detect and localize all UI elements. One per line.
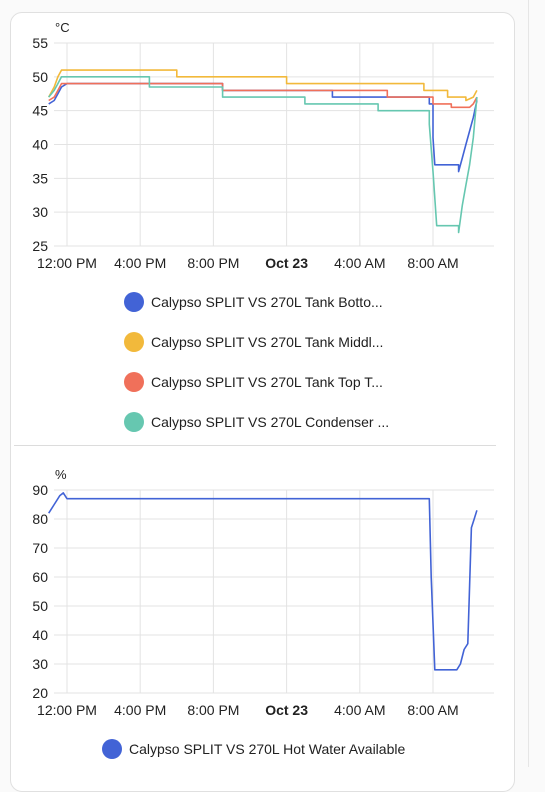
- y-tick-label: 25: [32, 238, 48, 254]
- legend-label: Calypso SPLIT VS 270L Hot Water Availabl…: [129, 741, 406, 757]
- chart-0: 25 30 35 40 45 50 55 12:00 PM 4:00 PM 8:00 PM Oct …: [32, 20, 494, 271]
- x-tick-label: 4:00 PM: [114, 702, 166, 718]
- chart-1: 20 30 40 50 60 70 80 90 12:00 PM 4:00 PM 8:00 PM Oc…: [32, 467, 494, 718]
- y-tick-label: 40: [32, 627, 48, 643]
- legend-dot-icon: [124, 332, 144, 352]
- y-tick-label: 70: [32, 540, 48, 556]
- legend-item[interactable]: Calypso SPLIT VS 270L Tank Top T...: [124, 370, 383, 394]
- legend-label: Calypso SPLIT VS 270L Condenser ...: [151, 414, 390, 430]
- legend-dot-icon: [102, 739, 122, 759]
- x-tick-label: Oct 23: [265, 255, 308, 271]
- x-tick-label: 4:00 PM: [114, 255, 166, 271]
- x-tick-label: Oct 23: [265, 702, 308, 718]
- y-tick-label: 35: [32, 170, 48, 186]
- series-line-1: [47, 69, 478, 102]
- legend-label: Calypso SPLIT VS 270L Tank Middl...: [151, 334, 384, 350]
- series-line-2: [48, 82, 478, 109]
- x-tick-label: 4:00 AM: [334, 702, 385, 718]
- series-line-0: [48, 82, 478, 173]
- history-charts: 25 30 35 40 45 50 55 12:00 PM 4:00 PM 8:00 PM Oct …: [32, 20, 494, 718]
- y-tick-label: 45: [32, 103, 48, 119]
- y-unit-label: %: [55, 467, 67, 482]
- y-tick-label: 50: [32, 69, 48, 85]
- y-tick-label: 50: [32, 598, 48, 614]
- legend-item[interactable]: Calypso SPLIT VS 270L Tank Middl...: [124, 330, 383, 354]
- x-tick-label: 4:00 AM: [334, 255, 385, 271]
- y-tick-label: 20: [32, 685, 48, 701]
- legend-label: Calypso SPLIT VS 270L Tank Botto...: [151, 294, 383, 310]
- y-tick-label: 90: [32, 482, 48, 498]
- legend-item[interactable]: Calypso SPLIT VS 270L Hot Water Availabl…: [102, 737, 405, 761]
- series-line-0: [48, 492, 478, 671]
- x-tick-label: 8:00 PM: [187, 255, 239, 271]
- legend-label: Calypso SPLIT VS 270L Tank Top T...: [151, 374, 383, 390]
- legend-item[interactable]: Calypso SPLIT VS 270L Tank Botto...: [124, 290, 383, 314]
- y-tick-label: 60: [32, 569, 48, 585]
- scrollbar-track[interactable]: [528, 0, 545, 767]
- y-tick-label: 40: [32, 137, 48, 153]
- legend-item[interactable]: Calypso SPLIT VS 270L Condenser ...: [124, 410, 389, 434]
- x-tick-label: 12:00 PM: [37, 702, 97, 718]
- x-tick-label: 8:00 AM: [407, 255, 458, 271]
- y-unit-label: °C: [55, 20, 70, 35]
- series-line-3: [48, 76, 478, 234]
- legend-dot-icon: [124, 372, 144, 392]
- y-tick-label: 80: [32, 511, 48, 527]
- x-tick-label: 12:00 PM: [37, 255, 97, 271]
- x-tick-label: 8:00 PM: [187, 702, 239, 718]
- x-tick-label: 8:00 AM: [407, 702, 458, 718]
- y-tick-label: 30: [32, 656, 48, 672]
- legend-dot-icon: [124, 412, 144, 432]
- y-tick-label: 55: [32, 35, 48, 51]
- y-tick-label: 30: [32, 204, 48, 220]
- chart-divider: [14, 445, 496, 446]
- legend-dot-icon: [124, 292, 144, 312]
